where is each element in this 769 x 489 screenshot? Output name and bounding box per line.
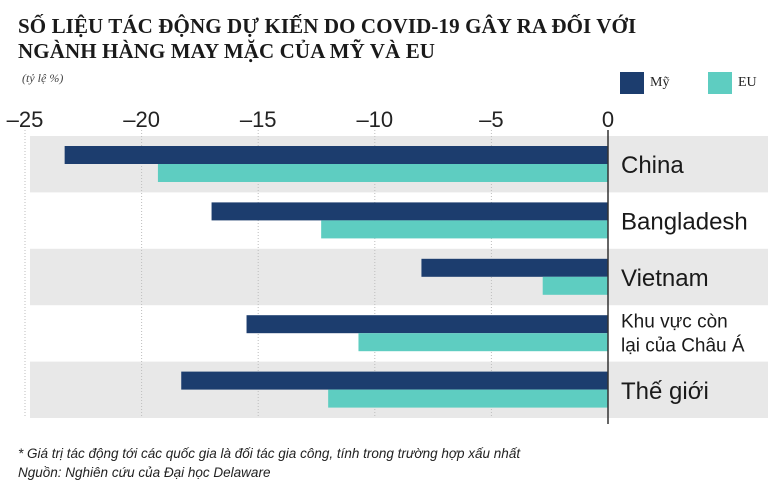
category-label: Vietnam [621,265,709,292]
category-label-line: Khu vực còn [621,311,728,332]
bar-eu [321,220,608,239]
category-label: Thế giới [621,378,709,405]
x-tick-label: –25 [7,107,44,132]
bar-chart: –25 –20 –15 –10 –5 0 China Bangladesh Vietnam Khu… [7,107,768,424]
bar-us [64,146,609,164]
bar-us [211,202,608,221]
legend-label-eu: EU [738,75,757,90]
x-tick-label: –20 [123,107,160,132]
chart-title: SỐ LIỆU TÁC ĐỘNG DỰ KIẾN DO COVID-19 GÂY… [18,14,758,64]
x-tick-label: –15 [240,107,277,132]
source-note: Nguồn: Nghiên cứu của Đại học Delaware [18,465,271,480]
row-band [30,248,768,306]
category-label: China [621,152,684,179]
bar-us [181,371,608,390]
x-tick-label: 0 [602,107,614,132]
legend-swatch-eu [708,72,732,94]
bar-eu [542,276,608,295]
legend-swatch-us [620,72,644,94]
bar-eu [358,333,608,352]
footnote-block: * Giá trị tác động tới các quốc gia là đ… [18,444,520,482]
title-line-2: NGÀNH HÀNG MAY MẶC CỦA MỸ VÀ EU [18,39,436,63]
bar-eu [328,389,608,408]
bar-eu [157,164,608,182]
category-label: Bangladesh [621,209,748,236]
footnote: * Giá trị tác động tới các quốc gia là đ… [18,446,521,461]
legend-label-us: Mỹ [650,75,670,90]
category-label: Khu vực còn lại của Châu Á [621,311,745,356]
bar-us [421,258,608,277]
x-tick-label: –10 [356,107,393,132]
x-tick-label: –5 [479,107,503,132]
title-line-1: SỐ LIỆU TÁC ĐỘNG DỰ KIẾN DO COVID-19 GÂY… [18,14,637,38]
category-label-line: lại của Châu Á [621,335,745,356]
bar-us [246,315,609,334]
unit-label: (tỷ lệ %) [22,71,64,85]
